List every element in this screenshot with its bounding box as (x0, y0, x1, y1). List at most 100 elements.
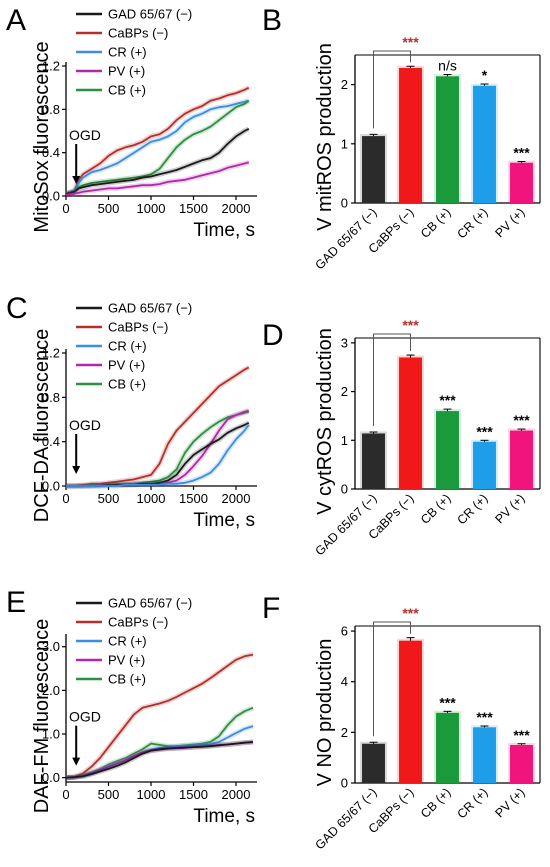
x-tick-label: 1000 (137, 491, 166, 506)
series-line-gad (65, 127, 250, 195)
y-tick-label: 4 (341, 674, 348, 689)
panel-label-e: E (6, 586, 26, 619)
series-line-cr (65, 99, 250, 195)
y-tick-label: 1.2 (42, 346, 60, 361)
x-axis-label: Time, s (193, 806, 255, 827)
x-tick-label: 2000 (222, 491, 251, 506)
line-chart-e: 0.0 1.0 2.0 3.0 0 500 1000 1500 2000 Time, s DAF-F… (31, 596, 257, 827)
y-axis-label: DAF-FM fluorescence (31, 619, 53, 814)
significance-label: *** (402, 317, 419, 333)
y-tick-label: 1.0 (42, 727, 60, 742)
bar-cabps (399, 357, 422, 489)
legend-entry-pv: PV (+) (108, 64, 145, 79)
x-tick-label: 2000 (222, 787, 251, 802)
category-label-cr: CR (+) (454, 785, 490, 821)
x-tick-label: 1000 (137, 201, 166, 216)
bar-pv (510, 745, 533, 783)
y-axis-label: V mitROS production (314, 43, 336, 231)
significance-label: *** (402, 605, 419, 621)
ogd-label: OGD (69, 127, 101, 143)
category-label-pv: PV (+) (492, 205, 527, 240)
bar-cb (436, 411, 459, 489)
significance-label: *** (513, 727, 530, 743)
category-label-cb: CB (+) (418, 205, 454, 241)
bar-pv (510, 162, 533, 203)
series-line-cb (65, 99, 250, 195)
bar-cr (473, 441, 496, 489)
ogd-arrow-head (72, 176, 81, 184)
significance-label: n/s (438, 58, 457, 74)
y-tick-label: 2.0 (42, 683, 60, 698)
y-tick-label: 0.0 (42, 770, 60, 785)
legend-entry-cb: CB (+) (108, 83, 146, 98)
x-tick-label: 0 (62, 491, 69, 506)
bar-gad (362, 743, 385, 783)
category-label-cr: CR (+) (454, 491, 490, 527)
panel-label-f: F (262, 592, 280, 625)
series-line-cabps (65, 86, 250, 195)
y-tick-label: 2 (341, 725, 348, 740)
legend-entry-cb: CB (+) (108, 377, 146, 392)
y-tick-label: 1.2 (42, 59, 60, 74)
legend-entry-gad: GAD 65/67 (−) (108, 7, 192, 22)
line-chart-a: 0.0 0.4 0.8 1.2 0 500 1000 1500 2000 Time, s MitoS… (31, 7, 257, 241)
y-tick-label: 3.0 (42, 639, 60, 654)
bar-cb (436, 76, 459, 203)
y-tick-label: 3 (341, 335, 348, 350)
y-axis-label: MitoSox fluorescence (31, 41, 53, 232)
bar-cb (436, 712, 459, 783)
x-tick-label: 500 (98, 491, 120, 506)
panel-label-a: A (6, 4, 26, 37)
y-tick-label: 0.4 (42, 434, 60, 449)
legend-entry-cr: CR (+) (108, 634, 147, 649)
x-tick-label: 0 (62, 787, 69, 802)
x-tick-label: 1000 (137, 787, 166, 802)
significance-label: *** (402, 34, 419, 50)
legend-entry-cabps: CaBPs (−) (108, 26, 168, 41)
y-tick-label: 2 (341, 77, 348, 92)
y-tick-label: 1 (341, 433, 348, 448)
y-axis-label: DCF-DA fluorescence (31, 329, 53, 522)
legend-entry-pv: PV (+) (108, 358, 145, 373)
category-label-cb: CB (+) (418, 785, 454, 821)
x-axis-label: Time, s (193, 510, 255, 531)
y-tick-label: 0 (341, 776, 348, 791)
ogd-arrow-head (72, 466, 81, 474)
legend-entry-gad: GAD 65/67 (−) (108, 596, 192, 611)
bar-pv (510, 430, 533, 489)
x-tick-label: 1500 (179, 491, 208, 506)
series-line-cabps (66, 366, 250, 487)
y-tick-label: 0.8 (42, 102, 60, 117)
bar-cr (473, 727, 496, 783)
bar-cabps (399, 640, 422, 783)
significance-label: * (482, 67, 488, 83)
x-tick-label: 2000 (222, 201, 251, 216)
y-tick-label: 0.8 (42, 390, 60, 405)
ogd-label: OGD (69, 709, 101, 725)
ogd-arrow-head (72, 757, 81, 766)
significance-bracket (373, 621, 411, 737)
y-tick-label: 2 (341, 384, 348, 399)
line-chart-c: 0.0 0.4 0.8 1.2 0 500 1000 1500 2000 Time, s DCF-D… (31, 301, 257, 531)
legend-entry-pv: PV (+) (108, 653, 145, 668)
significance-bracket (373, 333, 411, 427)
significance-label: *** (513, 145, 530, 161)
category-label-cb: CB (+) (418, 491, 454, 527)
series-line-gad (65, 741, 254, 779)
significance-bracket (373, 50, 411, 129)
legend-entry-cb: CB (+) (108, 672, 146, 687)
y-tick-label: 1 (341, 136, 348, 151)
significance-label: *** (476, 709, 493, 725)
legend-entry-gad: GAD 65/67 (−) (108, 301, 192, 316)
bar-gad (362, 136, 385, 203)
x-tick-label: 500 (98, 201, 120, 216)
y-tick-label: 0.0 (42, 479, 60, 494)
series-line-cr (66, 424, 250, 487)
y-tick-label: 6 (341, 624, 348, 639)
significance-label: *** (513, 412, 530, 428)
panel-label-c: C (6, 292, 28, 325)
